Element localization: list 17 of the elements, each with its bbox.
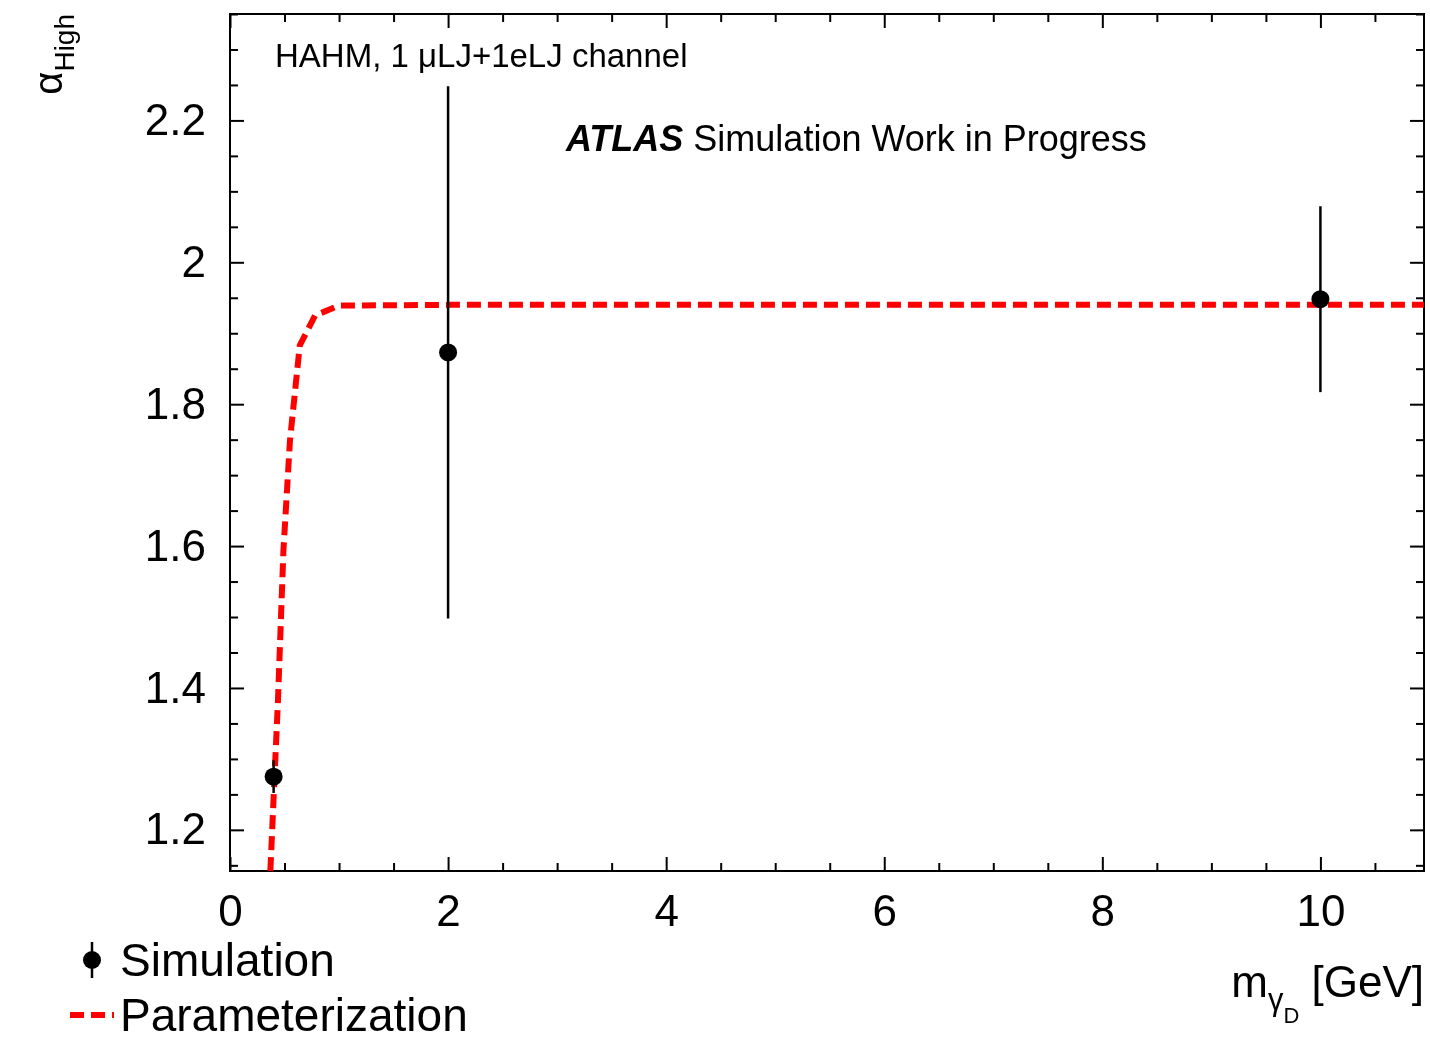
y-tick-label: 1.8	[144, 378, 206, 428]
y-tick-label: 2	[181, 236, 206, 286]
legend-label: Parameterization	[120, 989, 468, 1041]
x-tick-label: 4	[654, 886, 679, 936]
x-tick-label: 6	[872, 886, 897, 936]
x-tick-label: 0	[218, 886, 243, 936]
legend-label: Simulation	[120, 934, 335, 986]
annotation: HAHM, 1 μLJ+1eLJ channel	[275, 37, 688, 74]
x-tick-label: 2	[436, 886, 461, 936]
x-tick-label: 10	[1296, 886, 1346, 936]
x-tick-label: 8	[1090, 886, 1116, 936]
y-tick-label: 1.2	[144, 804, 206, 854]
y-tick-label: 1.4	[144, 662, 206, 712]
y-tick-label: 1.6	[144, 520, 206, 570]
annotation: Simulation Work in Progress	[683, 118, 1147, 159]
annotation: ATLAS	[565, 118, 684, 159]
y-tick-label: 2.2	[144, 95, 206, 144]
